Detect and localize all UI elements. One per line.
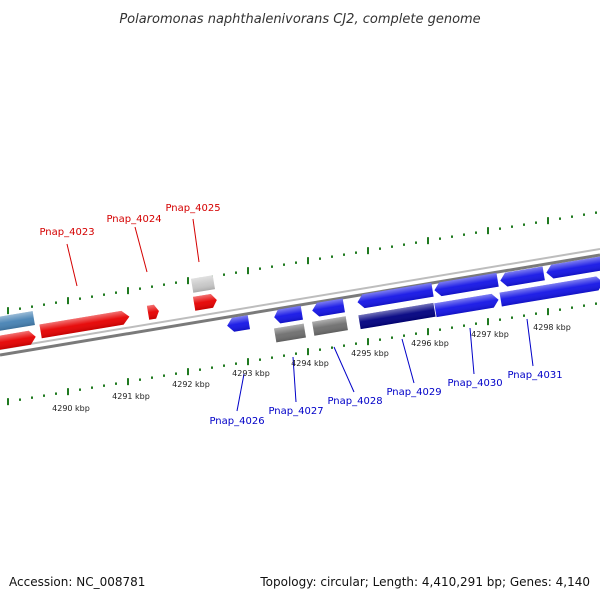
scale-label-4295: 4295 kbp — [351, 349, 389, 358]
scale-label-4292: 4292 kbp — [172, 380, 210, 389]
gene-label-pnap-4030: Pnap_4030 — [447, 378, 502, 389]
gene-arrow-blue-lower-1 — [434, 293, 499, 318]
gene-box-gray-2 — [312, 316, 348, 336]
forward-strand-genes — [0, 275, 217, 351]
gene-arrow-pnap-4024 — [146, 304, 159, 320]
inner-tick-row — [7, 302, 597, 406]
scale-label-4298: 4298 kbp — [533, 323, 571, 332]
scale-label-4294: 4294 kbp — [291, 359, 329, 368]
genome-backbone — [0, 248, 600, 357]
callout-pnap-4031 — [526, 318, 534, 367]
gene-box-navy — [358, 302, 436, 330]
reverse-gene-labels: Pnap_4026 Pnap_4027 Pnap_4028 Pnap_4029 … — [209, 370, 562, 427]
callout-pnap-4030 — [469, 327, 475, 375]
gene-label-pnap-4025: Pnap_4025 — [165, 203, 220, 214]
gene-label-pnap-4029: Pnap_4029 — [386, 387, 441, 398]
map-title: Polaromonas naphthalenivorans CJ2, compl… — [119, 12, 480, 27]
lower-genes — [274, 276, 600, 343]
accession-text: Accession: NC_008781 — [9, 575, 145, 589]
upper-blue-genes — [227, 256, 600, 332]
gene-arrow-blue-4028 — [312, 298, 345, 317]
gene-arrow-pnap-4025 — [192, 293, 217, 311]
callout-pnap-4026 — [236, 373, 245, 412]
gene-label-pnap-4023: Pnap_4023 — [39, 227, 94, 238]
gene-arrow-blue-4026 — [227, 315, 251, 332]
callout-pnap-4023 — [66, 243, 78, 287]
gene-box-lightgray — [190, 275, 216, 293]
gene-label-pnap-4027: Pnap_4027 — [268, 406, 323, 417]
scale-labels: 4290 kbp 4291 kbp 4292 kbp 4293 kbp 4294… — [52, 323, 571, 413]
gene-arrow-steel — [0, 311, 35, 332]
gene-arrow-blue-long-4 — [546, 256, 600, 279]
gene-label-pnap-4028: Pnap_4028 — [327, 396, 382, 407]
callout-pnap-4025 — [192, 218, 200, 263]
scale-label-4293: 4293 kbp — [232, 369, 270, 378]
scale-label-4297: 4297 kbp — [471, 330, 509, 339]
gene-arrow-blue-long-2 — [434, 272, 499, 297]
gene-label-pnap-4024: Pnap_4024 — [106, 214, 161, 225]
gene-arrow-blue-long-1 — [357, 282, 434, 309]
outer-tick-row — [7, 211, 597, 315]
gene-label-pnap-4031: Pnap_4031 — [507, 370, 562, 381]
callout-pnap-4024 — [134, 226, 148, 273]
gene-label-pnap-4026: Pnap_4026 — [209, 416, 264, 427]
forward-gene-labels: Pnap_4023 Pnap_4024 Pnap_4025 — [39, 203, 220, 238]
gene-box-gray-1 — [274, 323, 306, 343]
gene-arrow-blue-4027 — [274, 305, 303, 324]
callout-lines — [66, 218, 534, 412]
gene-arrow-blue-lower-2 — [499, 276, 600, 307]
scale-label-4290: 4290 kbp — [52, 404, 90, 413]
scale-label-4291: 4291 kbp — [112, 392, 150, 401]
callout-pnap-4028 — [333, 346, 355, 393]
callout-pnap-4029 — [401, 338, 415, 384]
gene-arrow-blue-long-3 — [500, 266, 545, 287]
gene-arrow-red-left — [0, 330, 36, 351]
genome-summary-text: Topology: circular; Length: 4,410,291 bp… — [259, 575, 590, 589]
scale-label-4296: 4296 kbp — [411, 339, 449, 348]
callout-pnap-4027 — [292, 356, 297, 403]
gene-arrow-pnap-4023 — [39, 310, 130, 339]
